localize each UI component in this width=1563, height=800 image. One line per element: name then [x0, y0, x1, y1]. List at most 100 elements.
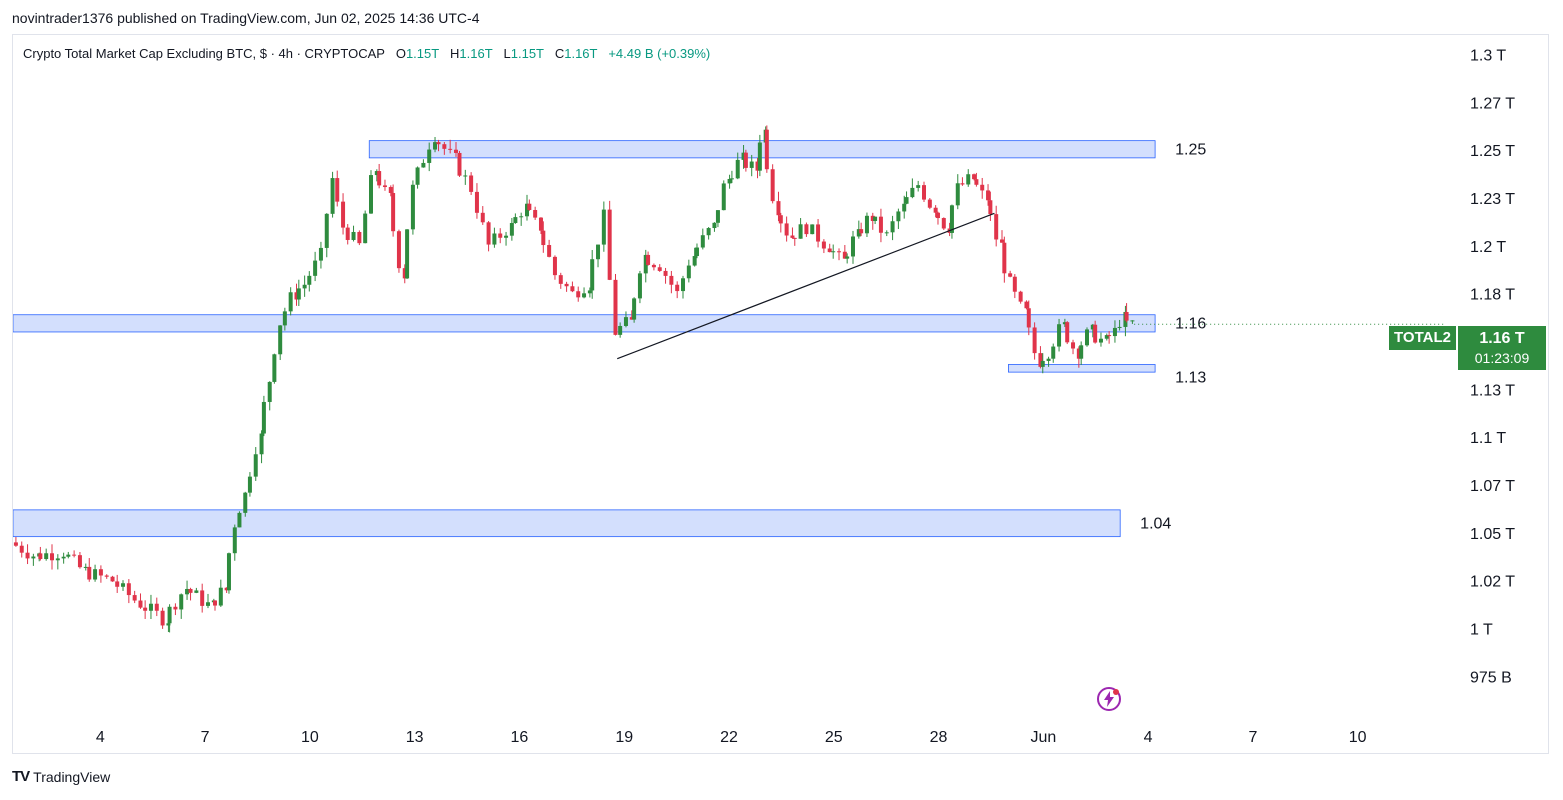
- candle: [790, 227, 795, 239]
- last-price-value: 1.16 T: [1479, 330, 1525, 347]
- candle-body: [296, 288, 301, 300]
- candle: [396, 229, 401, 273]
- candle: [966, 169, 971, 187]
- candle: [421, 159, 426, 168]
- candle: [686, 259, 691, 283]
- x-tick-label: 4: [1144, 729, 1153, 746]
- candle: [121, 580, 126, 591]
- candle-body: [700, 235, 705, 248]
- candle-body: [154, 603, 159, 611]
- candle: [38, 546, 43, 561]
- candle: [341, 193, 346, 235]
- candle-body: [77, 555, 82, 568]
- candle: [288, 287, 293, 316]
- candle: [601, 201, 606, 252]
- candle-body: [307, 275, 312, 285]
- candle-body: [405, 229, 410, 279]
- bolt-icon[interactable]: [1096, 686, 1122, 712]
- candle-body: [138, 600, 143, 608]
- candle-body: [949, 205, 954, 233]
- candle: [126, 579, 131, 604]
- y-tick-label: 1.23 T: [1470, 191, 1515, 208]
- candle: [188, 587, 193, 601]
- y-tick-label: 1.27 T: [1470, 95, 1515, 112]
- candle-body: [369, 175, 373, 214]
- candle-body: [1002, 242, 1007, 274]
- x-tick-label: 10: [1349, 729, 1367, 746]
- candle: [1085, 327, 1089, 347]
- candle: [884, 230, 889, 237]
- candle: [878, 208, 883, 243]
- candle: [533, 206, 538, 220]
- candle: [784, 216, 789, 242]
- candle-body: [185, 588, 190, 595]
- candle-body: [601, 209, 606, 245]
- candle: [618, 322, 623, 338]
- candle-body: [396, 231, 401, 269]
- candle: [904, 191, 909, 205]
- candle-body: [988, 200, 993, 215]
- candle-body: [778, 215, 783, 224]
- candle-body: [735, 159, 740, 179]
- candle-body: [55, 558, 60, 561]
- candle: [261, 395, 266, 437]
- candle-body: [132, 595, 137, 601]
- candle-body: [267, 381, 272, 402]
- candle-body: [282, 311, 287, 326]
- candle-body: [288, 292, 293, 312]
- footer-brand[interactable]: TV TradingView: [12, 768, 110, 785]
- x-tick-label: 10: [301, 729, 319, 746]
- candle-body: [237, 512, 242, 528]
- candle-body: [253, 454, 258, 477]
- candle: [727, 174, 732, 189]
- candle: [55, 554, 60, 570]
- candle-body: [827, 248, 832, 253]
- candle-body: [576, 291, 581, 298]
- candle: [576, 286, 581, 302]
- last-price-tag: 1.16 T 01:23:09: [1458, 326, 1546, 370]
- candle: [377, 163, 382, 189]
- candle: [345, 224, 350, 245]
- y-tick-label: 1.25 T: [1470, 143, 1515, 160]
- candle: [1026, 300, 1031, 336]
- candle: [1057, 318, 1062, 352]
- candle-body: [1018, 291, 1023, 302]
- candle: [850, 230, 855, 264]
- candle: [324, 213, 329, 258]
- candle-body: [72, 554, 77, 556]
- candle-body: [669, 275, 674, 285]
- candle-body: [755, 161, 760, 171]
- candle-body: [457, 152, 462, 176]
- candle: [307, 271, 312, 292]
- candle-body: [1051, 346, 1056, 359]
- candle-body: [61, 556, 66, 559]
- candle-body: [1040, 360, 1045, 367]
- candle-body: [1107, 335, 1112, 337]
- open-label: O: [395, 46, 406, 61]
- candle: [93, 564, 98, 582]
- candle: [856, 220, 861, 239]
- candle: [453, 142, 458, 157]
- candle-body: [31, 556, 36, 559]
- candle: [278, 325, 283, 361]
- candle: [66, 551, 71, 559]
- candle: [525, 194, 530, 221]
- candle: [87, 558, 92, 582]
- candle-body: [675, 284, 680, 292]
- candle-body: [790, 235, 795, 238]
- candle-body: [1026, 308, 1031, 328]
- x-tick-label: 28: [930, 729, 948, 746]
- candle-body: [1032, 327, 1037, 354]
- low-value: 1.15T: [510, 46, 544, 61]
- candle: [558, 272, 563, 289]
- candle-body: [741, 152, 746, 160]
- candle-body: [1112, 327, 1117, 337]
- candle: [949, 204, 954, 239]
- candle-body: [837, 251, 842, 253]
- candle: [706, 227, 711, 240]
- candle-body: [804, 224, 809, 235]
- candle-body: [558, 275, 563, 284]
- candle-body: [850, 236, 855, 257]
